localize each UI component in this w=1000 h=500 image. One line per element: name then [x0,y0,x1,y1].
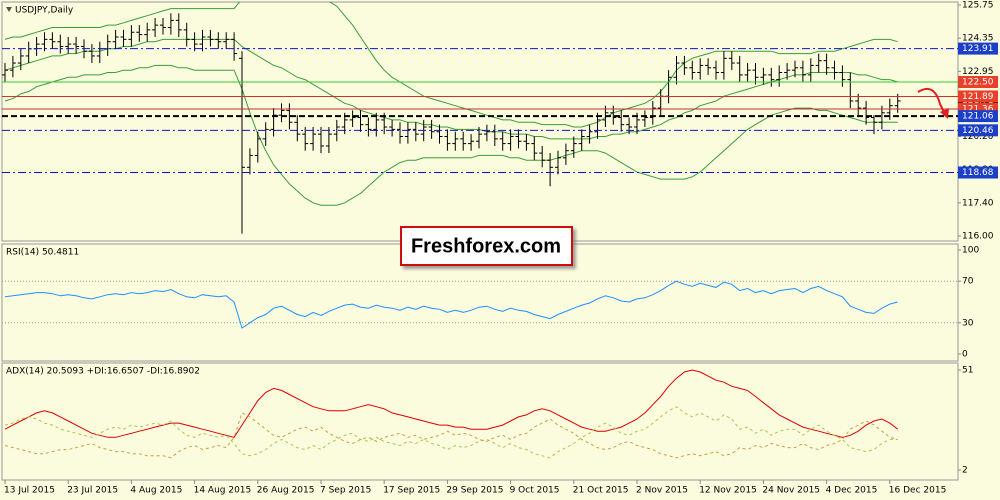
x-tick-label: 21 Oct 2015 [573,486,629,496]
level-label: 120.46 [962,126,994,136]
rsi-plot [2,280,958,329]
y-tick-label: 120.20 [962,132,994,142]
y-tick-label: 122.95 [962,67,994,77]
y-tick-label: 0 [962,350,968,360]
level-label-bg [958,124,998,137]
x-tick-label: 4 Aug 2015 [130,486,182,496]
y-tick-label: 70 [962,277,974,287]
y-tick-label: 117.40 [962,198,994,208]
level-label: 121.89 [962,92,994,102]
level-label-bg [958,110,998,123]
adx-title: ADX(14) 20.5093 +DI:16.6507 -DI:16.8902 [6,367,200,377]
indicator-line [4,412,898,459]
x-tick-label: 17 Sep 2015 [383,486,440,496]
forecast-arrowhead [940,108,949,119]
x-tick-label: 23 Jul 2015 [67,486,118,496]
adx-panel [1,362,959,481]
rsi-title: RSI(14) 50.4811 [6,248,79,258]
x-tick-label: 26 Aug 2015 [257,486,315,496]
x-tick-label: 9 Oct 2015 [510,486,560,496]
level-label: 118.68 [962,168,994,178]
indicator-line [4,406,898,459]
band-line [4,2,898,128]
indicator-line [4,369,899,438]
watermark-box [400,226,573,266]
level-label-bg [958,166,998,179]
y-tick-label: 2 [962,466,968,476]
y-tick-label: 124.35 [962,34,994,44]
x-tick-label: 24 Nov 2015 [762,486,820,496]
y-tick-label: 125.75 [962,1,994,11]
level-label-bg [958,90,998,103]
band-line [4,64,898,206]
level-label: 121.06 [962,112,994,122]
level-label: 122.50 [962,78,994,88]
x-tick-label: 12 Nov 2015 [699,486,757,496]
y-tick-label: 30 [962,318,974,328]
band-line [4,38,898,140]
chart-title: USDJPY,Daily [15,6,74,16]
x-tick-label: 4 Dec 2015 [826,486,878,496]
watermark-frame [400,226,573,266]
forecast-arrow [917,88,946,115]
price-plot [2,2,958,234]
level-label-bg [958,76,998,88]
symbol-icon [6,7,12,12]
y-tick-label: 51 [962,366,973,376]
x-tick-label: 2 Nov 2015 [636,486,688,496]
level-label-bg [958,42,998,55]
x-tick-label: 16 Dec 2015 [889,486,947,496]
indicator-line [4,280,898,329]
y-tick-label: 116.00 [962,232,994,242]
axes: 125.75124.35122.95121.60120.20118.80117.… [4,1,998,496]
level-label: 121.36 [962,105,994,115]
level-label: 123.91 [962,44,994,54]
watermark: Freshforex.com [411,235,561,257]
x-tick-label: 14 Aug 2015 [194,486,252,496]
adx-plot [4,369,899,459]
y-tick-label: 100 [962,246,979,256]
x-tick-label: 13 Jul 2015 [4,486,55,496]
x-tick-label: 7 Sep 2015 [320,486,371,496]
x-tick-label: 29 Sep 2015 [446,486,503,496]
